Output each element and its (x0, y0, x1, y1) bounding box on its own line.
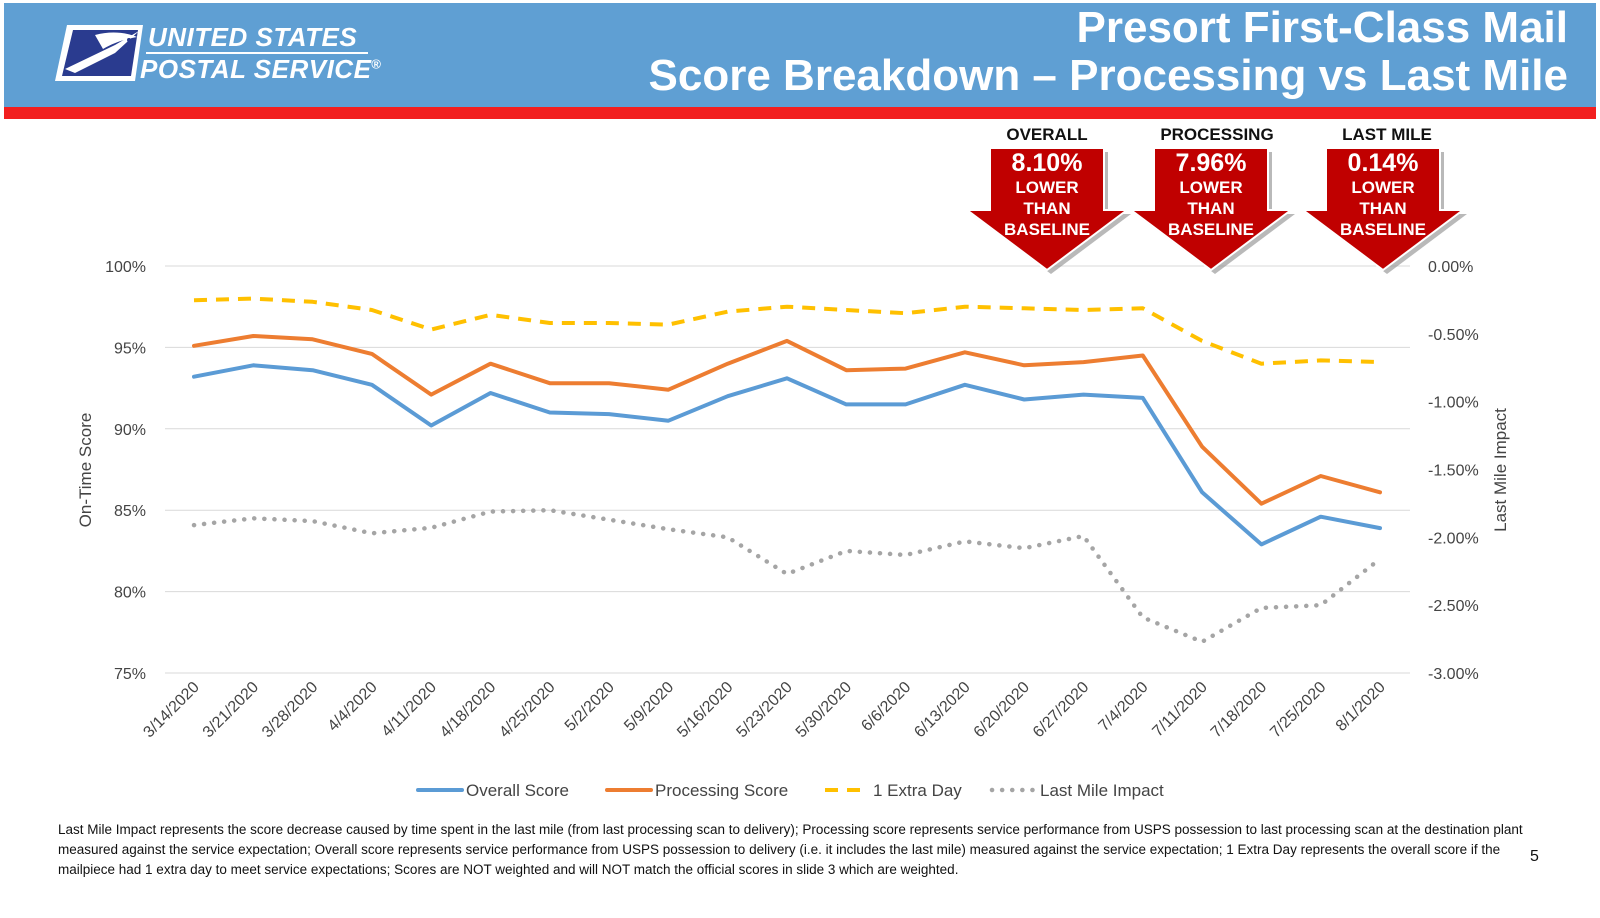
y2-tick-label: -2.50% (1428, 598, 1479, 615)
x-tick-label: 4/18/2020 (437, 679, 499, 741)
callout-value: 7.96% (1176, 149, 1247, 177)
x-tick-label: 7/18/2020 (1208, 679, 1270, 741)
callout-processing: PROCESSING 7.96%LOWER THAN BASELINE (1128, 125, 1295, 274)
footnote: Last Mile Impact represents the score de… (58, 822, 1523, 877)
y2-tick-label: -0.50% (1428, 327, 1479, 344)
y-tick-label: 95% (114, 340, 146, 357)
x-tick-label: 3/21/2020 (200, 679, 262, 741)
y-tick-label: 75% (114, 666, 146, 683)
series-line-overall-score (192, 363, 1382, 547)
y-tick-label: 90% (114, 422, 146, 439)
callout-last-mile: LAST MILE 0.14%LOWER THAN BASELINE (1300, 125, 1467, 274)
callout-arrow-icon (964, 147, 1130, 272)
callout-value: 8.10% (1012, 149, 1083, 177)
callout-value: 0.14% (1348, 149, 1419, 177)
callout-text: THAN (1359, 199, 1406, 218)
legend-label: Processing Score (655, 781, 788, 800)
callout-heading: PROCESSING (1160, 125, 1273, 144)
callout-text: LOWER (1351, 178, 1414, 197)
legend-label: Overall Score (466, 781, 569, 800)
x-tick-label: 6/13/2020 (911, 679, 973, 741)
score-line-chart: 75% 80% 85% 90% 95% 100% -3.00% -2.50% -2.00% -1.… (76, 125, 1510, 800)
x-tick-label: 4/11/2020 (379, 679, 441, 741)
callout-text: LOWER (1015, 178, 1078, 197)
logo-text-line2-label: POSTAL SERVICE (140, 54, 372, 84)
y2-axis-title: Last Mile Impact (1491, 408, 1510, 532)
series-line-1-extra-day (193, 296, 1381, 366)
title-line2: Score Breakdown – Processing vs Last Mil… (648, 51, 1568, 100)
x-tick-label: 7/11/2020 (1149, 679, 1211, 741)
y-tick-label: 100% (105, 259, 146, 276)
registered-mark: ® (371, 56, 382, 72)
y2-tick-label: 0.00% (1428, 259, 1473, 276)
x-tick-label: 5/16/2020 (674, 679, 736, 741)
callout-text: THAN (1023, 199, 1070, 218)
callout-text: LOWER (1179, 178, 1242, 197)
callout-text: BASELINE (1004, 220, 1090, 239)
x-tick-label: 5/30/2020 (793, 679, 855, 741)
x-tick-label: 6/6/2020 (858, 679, 914, 735)
title-line1: Presort First-Class Mail (1076, 3, 1569, 52)
x-tick-label: 7/25/2020 (1267, 679, 1329, 741)
x-tick-label: 5/23/2020 (733, 679, 795, 741)
x-tick-label: 6/20/2020 (971, 679, 1033, 741)
legend: Overall Score Processing Score 1 Extra Day… (416, 781, 1164, 800)
header-banner (4, 3, 1596, 107)
logo-text-line1: UNITED STATES (148, 22, 358, 52)
callout-heading: OVERALL (1006, 125, 1087, 144)
series-line-processing-score (192, 334, 1382, 506)
x-tick-label: 5/2/2020 (562, 679, 618, 735)
y-tick-label: 80% (114, 585, 146, 602)
y2-tick-label: -1.00% (1428, 395, 1479, 412)
logo-underline (146, 52, 368, 54)
x-tick-label: 4/4/2020 (325, 679, 381, 735)
callout-heading: LAST MILE (1342, 125, 1432, 144)
legend-label: 1 Extra Day (873, 781, 962, 800)
callout-arrow-icon (1300, 147, 1466, 272)
x-tick-label: 8/1/2020 (1333, 679, 1389, 735)
usps-eagle-logo-icon (55, 25, 143, 81)
x-tick-label: 3/28/2020 (259, 679, 321, 741)
header-red-band (4, 107, 1596, 119)
series-line-last-mile-impact (191, 507, 1383, 645)
page-number: 5 (1530, 848, 1539, 865)
x-tick-label: 5/9/2020 (621, 679, 677, 735)
x-tick-label: 3/14/2020 (140, 679, 202, 741)
callout-text: THAN (1187, 199, 1234, 218)
x-tick-label: 7/4/2020 (1096, 679, 1152, 735)
callout-text: BASELINE (1168, 220, 1254, 239)
callout-overall: OVERALL 8.10%LOWER THAN BASELINE (964, 125, 1131, 274)
y2-tick-label: -2.00% (1428, 530, 1479, 547)
callout-arrow-icon (1128, 147, 1294, 272)
logo-text-line2: POSTAL SERVICE® (140, 54, 382, 85)
y2-tick-label: -3.00% (1428, 666, 1479, 683)
x-tick-label: 4/25/2020 (496, 679, 558, 741)
y-tick-label: 85% (114, 503, 146, 520)
y2-tick-label: -1.50% (1428, 463, 1479, 480)
legend-label: Last Mile Impact (1040, 781, 1164, 800)
callout-text: BASELINE (1340, 220, 1426, 239)
gridlines: 75% 80% 85% 90% 95% 100% -3.00% -2.50% -2.00% -1.… (105, 259, 1479, 683)
x-tick-label: 6/27/2020 (1030, 679, 1092, 741)
y-axis-title: On-Time Score (76, 413, 95, 528)
